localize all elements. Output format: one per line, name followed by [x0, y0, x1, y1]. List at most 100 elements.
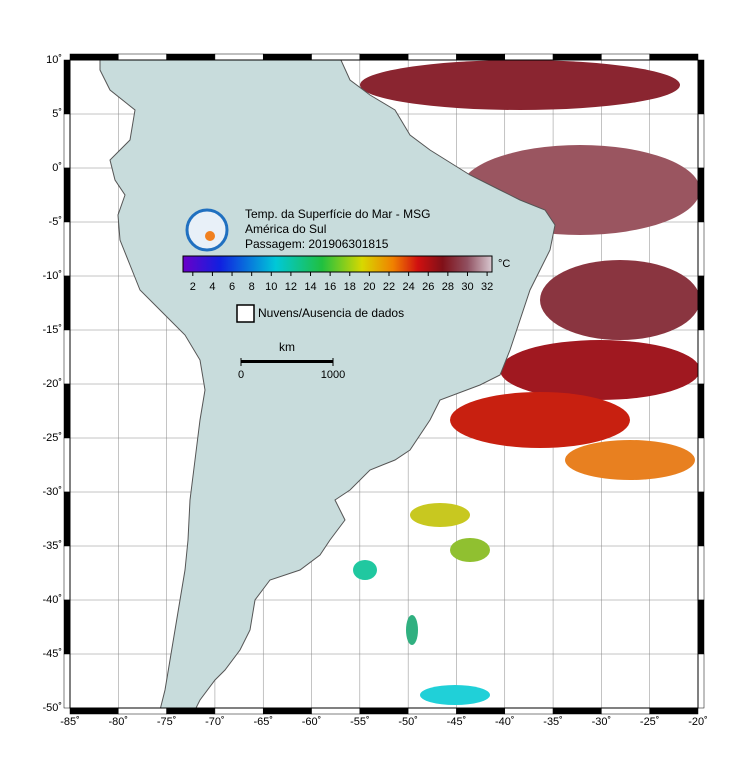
frame-segment: [63, 653, 71, 709]
no-data-swatch: [236, 304, 255, 323]
frame-segment: [697, 59, 705, 115]
frame-segment: [214, 707, 264, 715]
frame-segment: [166, 53, 216, 61]
frame-segment: [118, 53, 167, 61]
frame-segment: [166, 707, 216, 715]
frame-segment: [504, 53, 554, 61]
frame-segment: [504, 707, 554, 715]
scale-tick-label: 1000: [321, 369, 345, 381]
lat-tick-label: -40˚: [42, 594, 62, 606]
lat-tick-label: -45˚: [42, 648, 62, 660]
colorbar-tick-label: 6: [229, 281, 235, 293]
colorbar-tick-label: 18: [344, 281, 356, 293]
frame-segment: [407, 707, 457, 715]
scale-bar-body: [241, 360, 333, 363]
frame-segment: [697, 383, 705, 439]
lat-tick-label: -20˚: [42, 378, 62, 390]
region: América do Sul: [245, 222, 326, 236]
tick-labels: -85˚ -80˚ -75˚ -70˚ -65˚ -60˚ -55˚ -50˚ -45˚ -40˚…: [42, 54, 707, 728]
lon-tick-label: -20˚: [688, 716, 708, 728]
lat-tick-label: -50˚: [42, 702, 62, 714]
lat-tick-label: 0˚: [52, 162, 62, 174]
frame-segment: [63, 221, 71, 277]
frame-segment: [69, 53, 119, 61]
colorbar-tick-label: 30: [461, 281, 473, 293]
lat-tick-label: -25˚: [42, 432, 62, 444]
frame-segment: [407, 53, 457, 61]
frame-segment: [63, 59, 71, 115]
colorbar-tick-label: 2: [190, 281, 196, 293]
frame-segment: [697, 653, 705, 709]
frame-segment: [649, 707, 699, 715]
frame-segment: [63, 599, 71, 655]
frame-segment: [697, 221, 705, 277]
lon-tick-label: -30˚: [592, 716, 612, 728]
lat-tick-label: -5˚: [49, 216, 62, 228]
lat-tick-label: -15˚: [42, 324, 62, 336]
frame-segment: [63, 491, 71, 547]
frame-segment: [649, 53, 699, 61]
lat-tick-label: 5˚: [52, 108, 62, 120]
frame-segment: [63, 437, 71, 493]
lon-tick-label: -85˚: [60, 716, 80, 728]
frame-segment: [697, 437, 705, 493]
frame-segment: [697, 167, 705, 223]
sst-patch: [450, 392, 630, 448]
colorbar-tick-label: 26: [422, 281, 434, 293]
sst-patch: [450, 538, 490, 562]
frame-segment: [552, 707, 602, 715]
frame-segment: [311, 53, 361, 61]
colorbar-tick-label: 22: [383, 281, 395, 293]
frame-segment: [63, 113, 71, 169]
frame-segment: [697, 599, 705, 655]
lon-tick-label: -80˚: [109, 716, 129, 728]
frame-segment: [601, 707, 650, 715]
frame-segment: [456, 53, 506, 61]
frame-segment: [118, 707, 167, 715]
frame-segment: [697, 491, 705, 547]
frame-segment: [262, 707, 312, 715]
lon-tick-label: -75˚: [157, 716, 177, 728]
colorbar-tick-label: 14: [304, 281, 316, 293]
sst-patch: [406, 615, 418, 645]
sst-patch: [420, 685, 490, 705]
frame-segment: [601, 53, 650, 61]
title: Temp. da Superfície do Mar - MSG: [245, 207, 430, 221]
frame-segment: [697, 545, 705, 601]
colorbar-ticks: 2 4 6 8 10 12 14 16 18 20 22 24 26 28 30 32: [190, 272, 493, 293]
lon-tick-label: -55˚: [350, 716, 370, 728]
lon-tick-label: -60˚: [302, 716, 322, 728]
colorbar-tick-label: 12: [285, 281, 297, 293]
lat-tick-label: -30˚: [42, 486, 62, 498]
frame-segment: [456, 707, 506, 715]
frame-segment: [63, 383, 71, 439]
lat-tick-label: -35˚: [42, 540, 62, 552]
frame-segment: [311, 707, 361, 715]
frame-segment: [214, 53, 264, 61]
sst-patch: [565, 440, 695, 480]
frame: [63, 53, 705, 715]
sst-patch: [500, 340, 698, 400]
frame-segment: [63, 167, 71, 223]
colorbar-tick-label: 8: [249, 281, 255, 293]
colorbar-tick-label: 24: [402, 281, 414, 293]
lat-tick-label: 10˚: [46, 54, 62, 66]
frame-segment: [697, 275, 705, 331]
no-data-label: Nuvens/Ausencia de dados: [258, 306, 404, 320]
colorbar-tick-label: 10: [265, 281, 277, 293]
frame-segment: [697, 329, 705, 385]
scale-unit: km: [279, 340, 295, 354]
frame-segment: [552, 53, 602, 61]
frame-segment: [69, 707, 119, 715]
frame-segment: [63, 275, 71, 331]
scale-tick-label: 0: [238, 369, 244, 381]
colorbar-tick-label: 16: [324, 281, 336, 293]
lon-tick-label: -45˚: [447, 716, 467, 728]
frame-border: [69, 59, 699, 709]
pass: Passagem: 201906301815: [245, 237, 389, 251]
colorbar: [182, 255, 493, 273]
sst-patch: [410, 503, 470, 527]
sst-patch: [360, 60, 680, 110]
logo-dot: [205, 231, 215, 241]
